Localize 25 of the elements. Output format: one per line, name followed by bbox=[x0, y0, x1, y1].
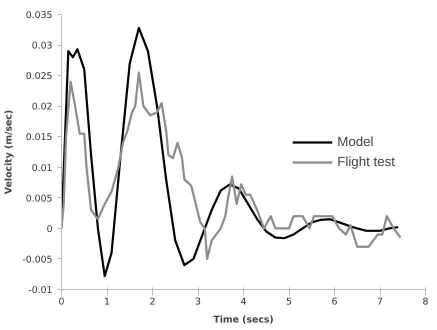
y-tick-label: -0.01 bbox=[28, 285, 53, 296]
y-tick-label: 0.035 bbox=[26, 10, 53, 21]
x-tick-label: 2 bbox=[150, 296, 156, 308]
x-tick-label: 3 bbox=[195, 296, 202, 308]
y-tick-label: 0.005 bbox=[26, 193, 53, 204]
x-tick-label: 0 bbox=[58, 296, 65, 308]
x-tick-label: 7 bbox=[377, 296, 384, 308]
y-tick-label: 0.01 bbox=[32, 162, 53, 174]
x-tick-label: 6 bbox=[332, 296, 338, 308]
y-tick-label: 0.015 bbox=[26, 132, 53, 144]
line-series bbox=[62, 71, 402, 260]
line-series bbox=[62, 26, 400, 278]
y-tick-label: 0 bbox=[46, 224, 53, 235]
x-tick-label: 8 bbox=[422, 296, 429, 308]
x-axis-title: Time (secs) bbox=[213, 314, 274, 326]
y-axis-title: Velocity (m/sec) bbox=[3, 110, 14, 194]
x-tick-label: 1 bbox=[104, 296, 110, 308]
legend-label: Model bbox=[337, 134, 374, 149]
x-tick-label: 4 bbox=[240, 296, 247, 308]
y-tick-label: 0.02 bbox=[32, 102, 53, 113]
y-tick-label: -0.005 bbox=[22, 254, 53, 266]
y-tick-label: 0.025 bbox=[26, 71, 53, 82]
y-tick-label: 0.03 bbox=[32, 40, 53, 52]
legend-label: Flight test bbox=[337, 154, 395, 169]
x-tick-label: 5 bbox=[286, 296, 292, 308]
